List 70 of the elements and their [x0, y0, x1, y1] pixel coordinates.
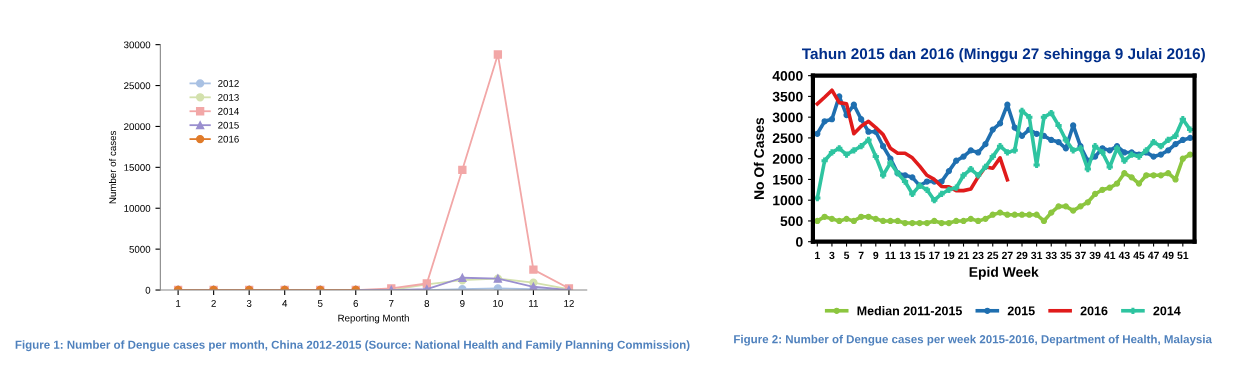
y-tick-label: 3000 — [772, 112, 803, 123]
legend-label: 2015 — [218, 121, 239, 129]
x-tick-label: 1 — [815, 251, 820, 259]
x-tick-label: 29 — [1016, 251, 1028, 260]
x-tick-label: 17 — [929, 251, 940, 259]
x-axis-title: Reporting Month — [338, 314, 409, 324]
x-tick-label: 11 — [885, 251, 896, 259]
x-tick-label: 23 — [972, 251, 984, 260]
x-tick-label: 11 — [529, 300, 538, 307]
y-tick-label: 2000 — [772, 154, 803, 164]
y-tick-label: 2500 — [772, 133, 803, 144]
x-tick-label: 51 — [1177, 251, 1189, 260]
x-tick-label: 2 — [211, 300, 216, 307]
y-tick-label: 0 — [145, 286, 151, 294]
x-tick-label: 31 — [1031, 251, 1043, 260]
y-tick-label: 5000 — [129, 245, 151, 253]
y-tick-label: 30000 — [123, 41, 151, 49]
legend-label: 2014 — [218, 107, 239, 115]
legend-label: 2014 — [1153, 306, 1181, 316]
x-tick-label: 7 — [858, 251, 864, 259]
legend-label: 2012 — [218, 80, 239, 87]
caption: Figure 1: Number of Dengue cases per month, China 2012-2015 (Source: National Health and Family Planning Commission) — [15, 340, 690, 352]
x-tick-label: 5 — [317, 300, 323, 307]
x-tick-label: 12 — [564, 300, 574, 307]
legend-label: 2013 — [218, 93, 239, 101]
x-tick-label: 8 — [424, 300, 430, 307]
y-tick-label: 25000 — [124, 82, 151, 90]
x-tick-label: 25 — [987, 251, 999, 260]
x-tick-label: 7 — [389, 300, 394, 307]
x-tick-label: 1 — [176, 300, 181, 307]
y-tick-label: 500 — [780, 216, 803, 227]
x-tick-label: 15 — [914, 251, 926, 260]
y-tick-label: 10000 — [124, 204, 151, 212]
legend-label: 2015 — [1007, 306, 1035, 316]
x-tick-label: 35 — [1060, 251, 1072, 260]
x-tick-label: 33 — [1045, 251, 1057, 260]
legend-label: Median 2011-2015 — [857, 306, 962, 316]
y-tick-label: 1500 — [773, 174, 803, 185]
x-tick-label: 21 — [958, 251, 970, 259]
x-tick-label: 39 — [1089, 251, 1101, 260]
x-tick-label: 6 — [353, 300, 359, 307]
x-tick-label: 5 — [843, 251, 850, 260]
x-tick-label: 4 — [282, 300, 288, 307]
x-tick-label: 19 — [943, 251, 955, 260]
chart-title: Tahun 2015 dan 2016 (Minggu 27 sehingga 9 Julai 2016) — [801, 47, 1205, 63]
caption: Figure 2: Number of Dengue cases per week 2015-2016, Department of Health, Malaysia — [734, 334, 1213, 346]
x-tick-label: 3 — [829, 251, 835, 260]
y-tick-label: 4000 — [772, 70, 803, 81]
x-axis-title: Epid Week — [969, 266, 1039, 280]
y-tick-label: 0 — [796, 237, 803, 247]
x-tick-label: 9 — [460, 300, 465, 307]
x-tick-label: 27 — [1001, 251, 1013, 259]
x-tick-label: 49 — [1162, 251, 1174, 260]
y-tick-label: 20000 — [124, 123, 151, 131]
x-tick-label: 13 — [899, 251, 911, 260]
x-tick-label: 47 — [1147, 251, 1159, 259]
y-axis-title: No Of Cases — [753, 117, 764, 200]
y-axis-title: Number of cases — [108, 130, 117, 204]
y-tick-label: 1000 — [773, 195, 803, 206]
x-tick-label: 41 — [1104, 251, 1116, 259]
legend-label: 2016 — [1080, 306, 1108, 316]
x-tick-label: 37 — [1074, 251, 1086, 260]
x-tick-label: 3 — [246, 300, 252, 307]
y-tick-label: 15000 — [124, 164, 151, 171]
legend-label: 2016 — [218, 135, 239, 143]
x-tick-label: 9 — [873, 251, 879, 260]
y-tick-label: 3500 — [772, 91, 803, 102]
x-tick-label: 45 — [1133, 251, 1145, 260]
x-tick-label: 43 — [1118, 251, 1130, 260]
x-tick-label: 10 — [493, 300, 503, 307]
